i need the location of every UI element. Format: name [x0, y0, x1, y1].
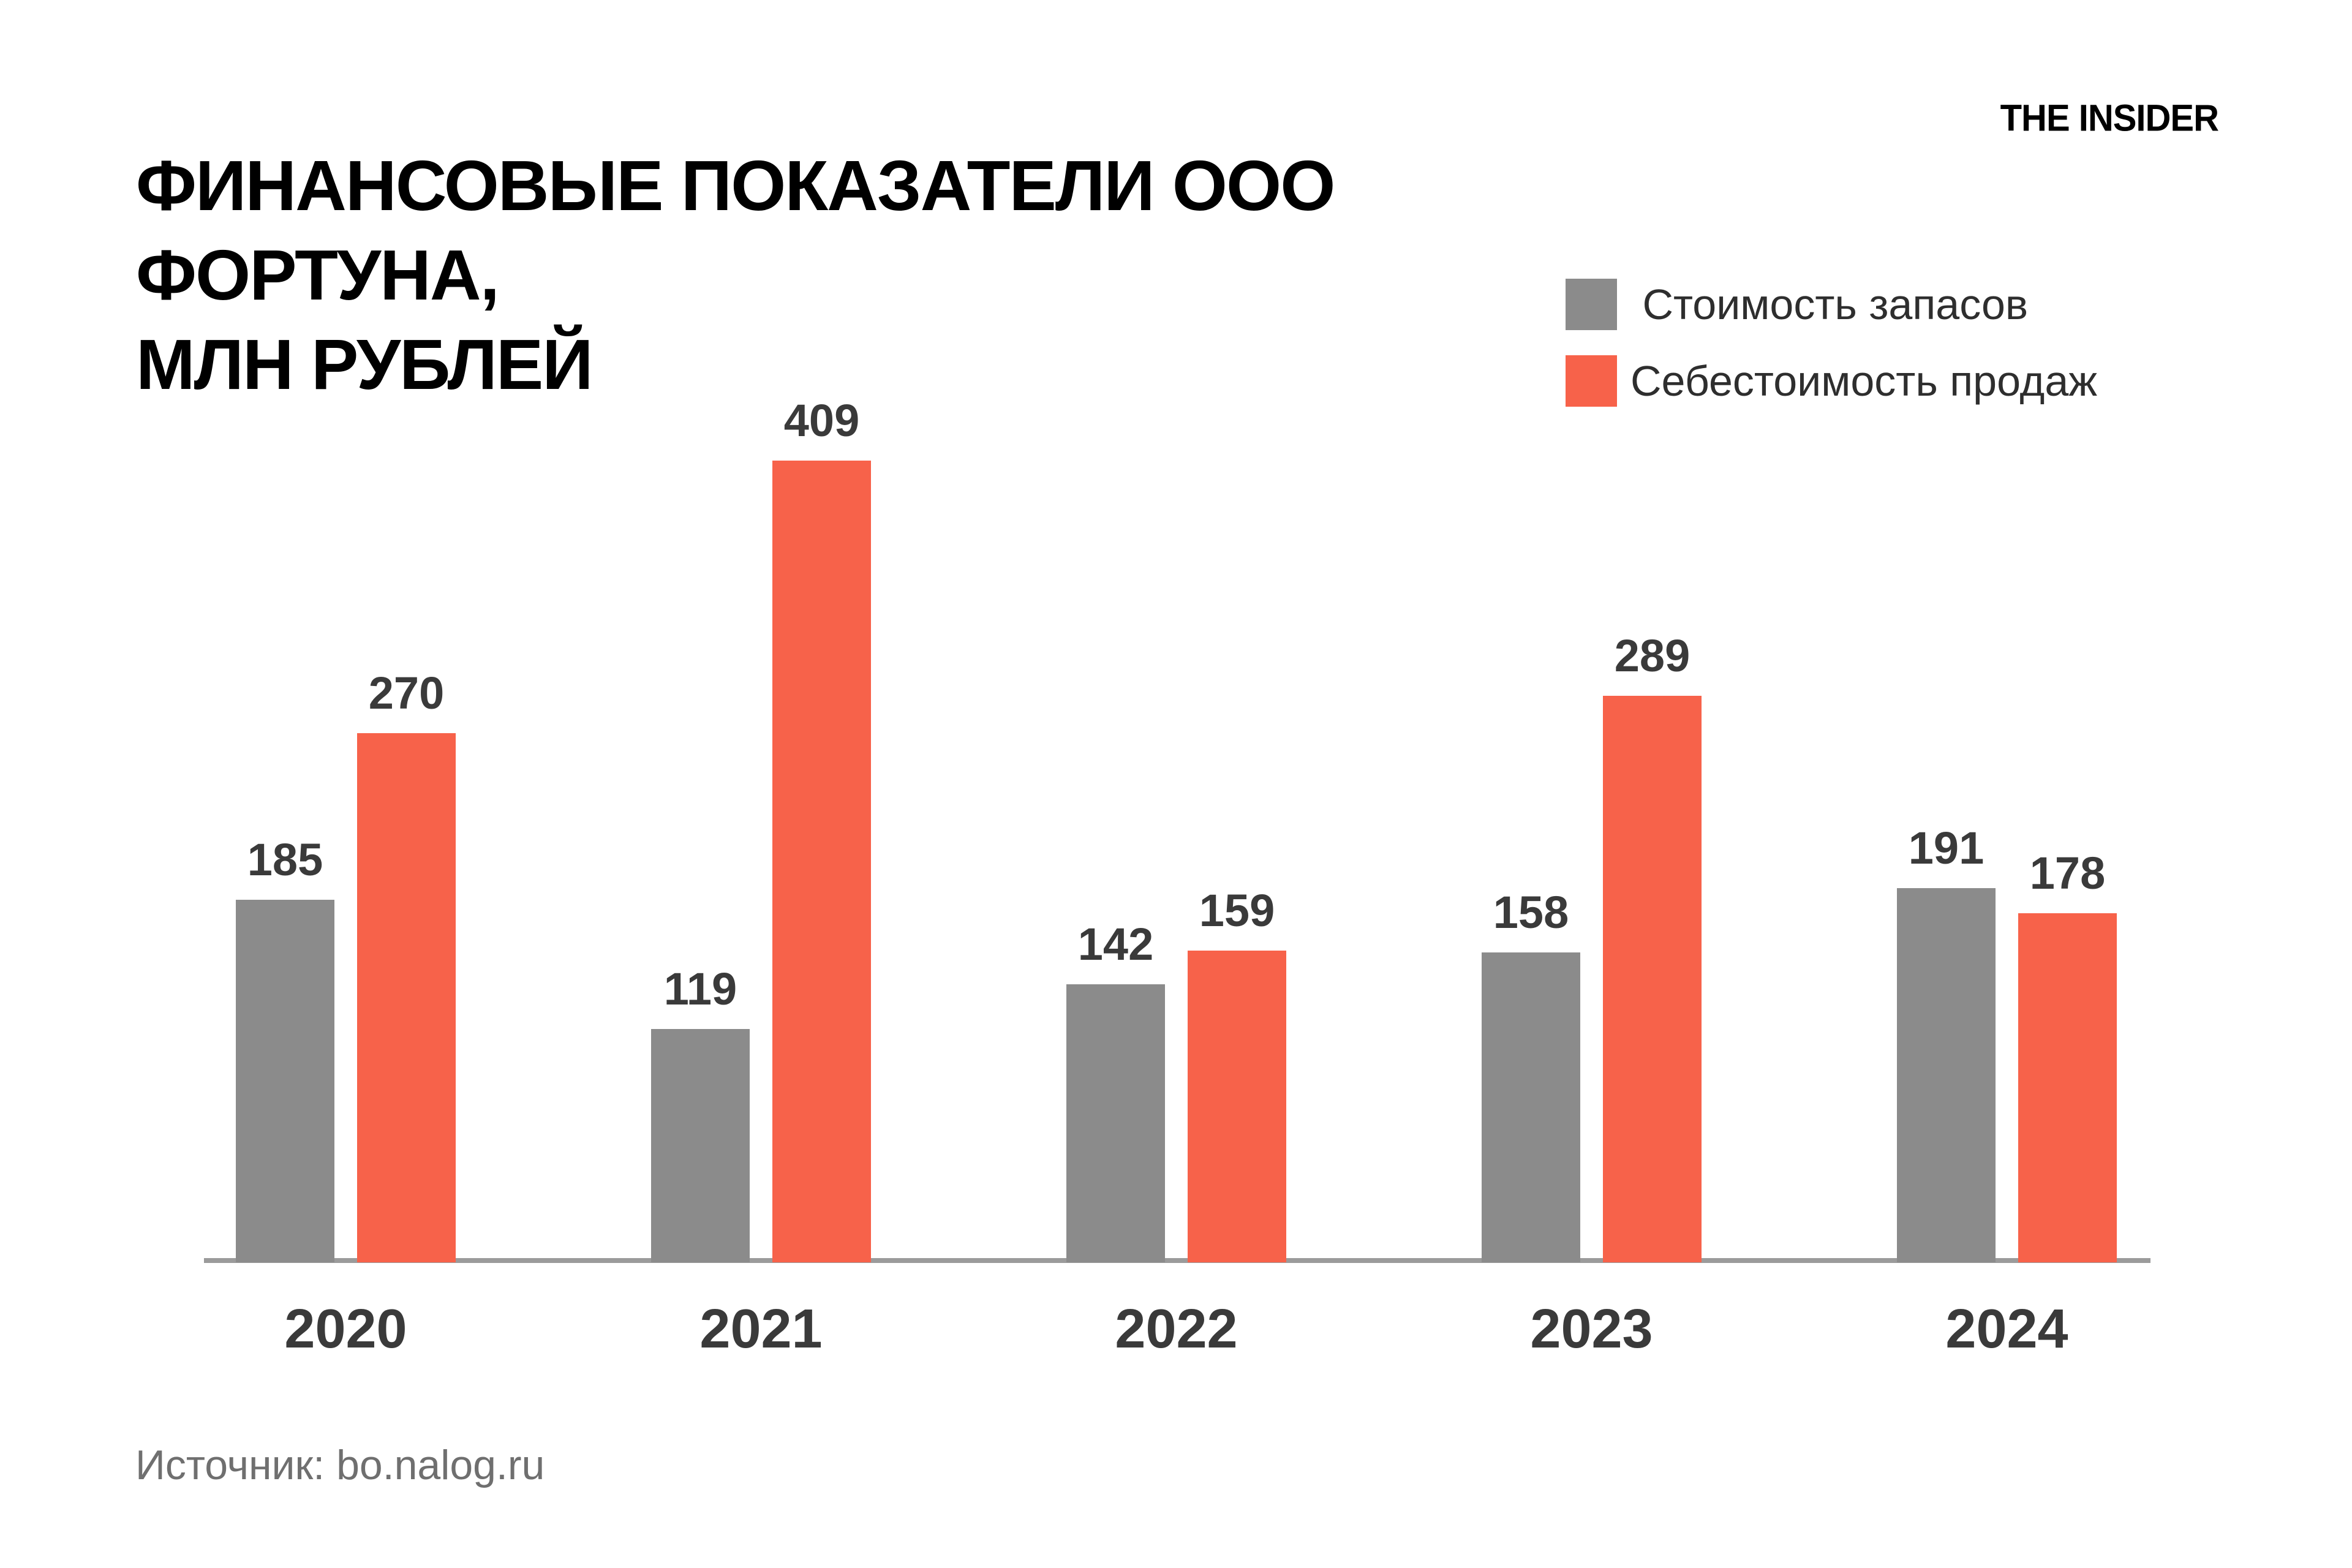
bar-cost-of-sales-2021 — [772, 461, 871, 1262]
page-title-line-2: МЛН РУБЛЕЙ — [136, 324, 594, 404]
bar-inventory-2022 — [1066, 984, 1165, 1262]
legend-label-cost-of-sales: Себестоимость продаж — [1630, 357, 2098, 405]
the-insider-logo: THE INSIDER — [2000, 97, 2219, 140]
bar-value-cost-of-sales-2021: 409 — [783, 395, 860, 446]
x-axis-line — [204, 1258, 2150, 1263]
bar-inventory-2021 — [651, 1029, 750, 1262]
bar-cost-of-sales-2022 — [1188, 951, 1286, 1262]
x-tick-2023: 2023 — [1530, 1298, 1653, 1360]
chart-legend: Стоимость запасов Себестоимость продаж — [1566, 279, 2097, 407]
page-title-line-1: ФИНАНСОВЫЕ ПОКАЗАТЕЛИ ООО ФОРТУНА, — [136, 145, 1336, 315]
x-tick-2024: 2024 — [1945, 1298, 2068, 1360]
page-title: ФИНАНСОВЫЕ ПОКАЗАТЕЛИ ООО ФОРТУНА, МЛН Р… — [136, 141, 1667, 409]
legend-item-cost-of-sales: Себестоимость продаж — [1566, 355, 2097, 407]
bar-inventory-2023 — [1482, 952, 1580, 1262]
bar-value-cost-of-sales-2024: 178 — [2029, 848, 2106, 899]
bar-value-inventory-2022: 142 — [1077, 919, 1154, 970]
legend-swatch-cost-of-sales-red — [1566, 355, 1617, 407]
bar-value-inventory-2024: 191 — [1908, 823, 1985, 873]
bar-cost-of-sales-2020 — [357, 733, 456, 1262]
bar-cost-of-sales-2024 — [2018, 913, 2117, 1262]
x-tick-2022: 2022 — [1115, 1298, 1238, 1360]
bar-value-inventory-2020: 185 — [247, 834, 323, 885]
bar-value-inventory-2021: 119 — [663, 963, 737, 1014]
source-note: Источник: bo.nalog.ru — [135, 1442, 545, 1488]
legend-swatch-inventory-gray — [1566, 279, 1617, 330]
bar-value-cost-of-sales-2020: 270 — [368, 668, 445, 718]
legend-label-inventory: Стоимость запасов — [1630, 281, 2029, 328]
bar-value-cost-of-sales-2022: 159 — [1199, 885, 1275, 936]
bar-value-inventory-2023: 158 — [1493, 887, 1569, 938]
legend-item-inventory: Стоимость запасов — [1566, 279, 2097, 330]
bar-inventory-2024 — [1897, 888, 1996, 1262]
bar-cost-of-sales-2023 — [1603, 696, 1702, 1262]
x-tick-2020: 2020 — [284, 1298, 407, 1360]
bar-value-cost-of-sales-2023: 289 — [1614, 630, 1691, 681]
bar-inventory-2020 — [236, 900, 334, 1262]
x-tick-2021: 2021 — [699, 1298, 823, 1360]
